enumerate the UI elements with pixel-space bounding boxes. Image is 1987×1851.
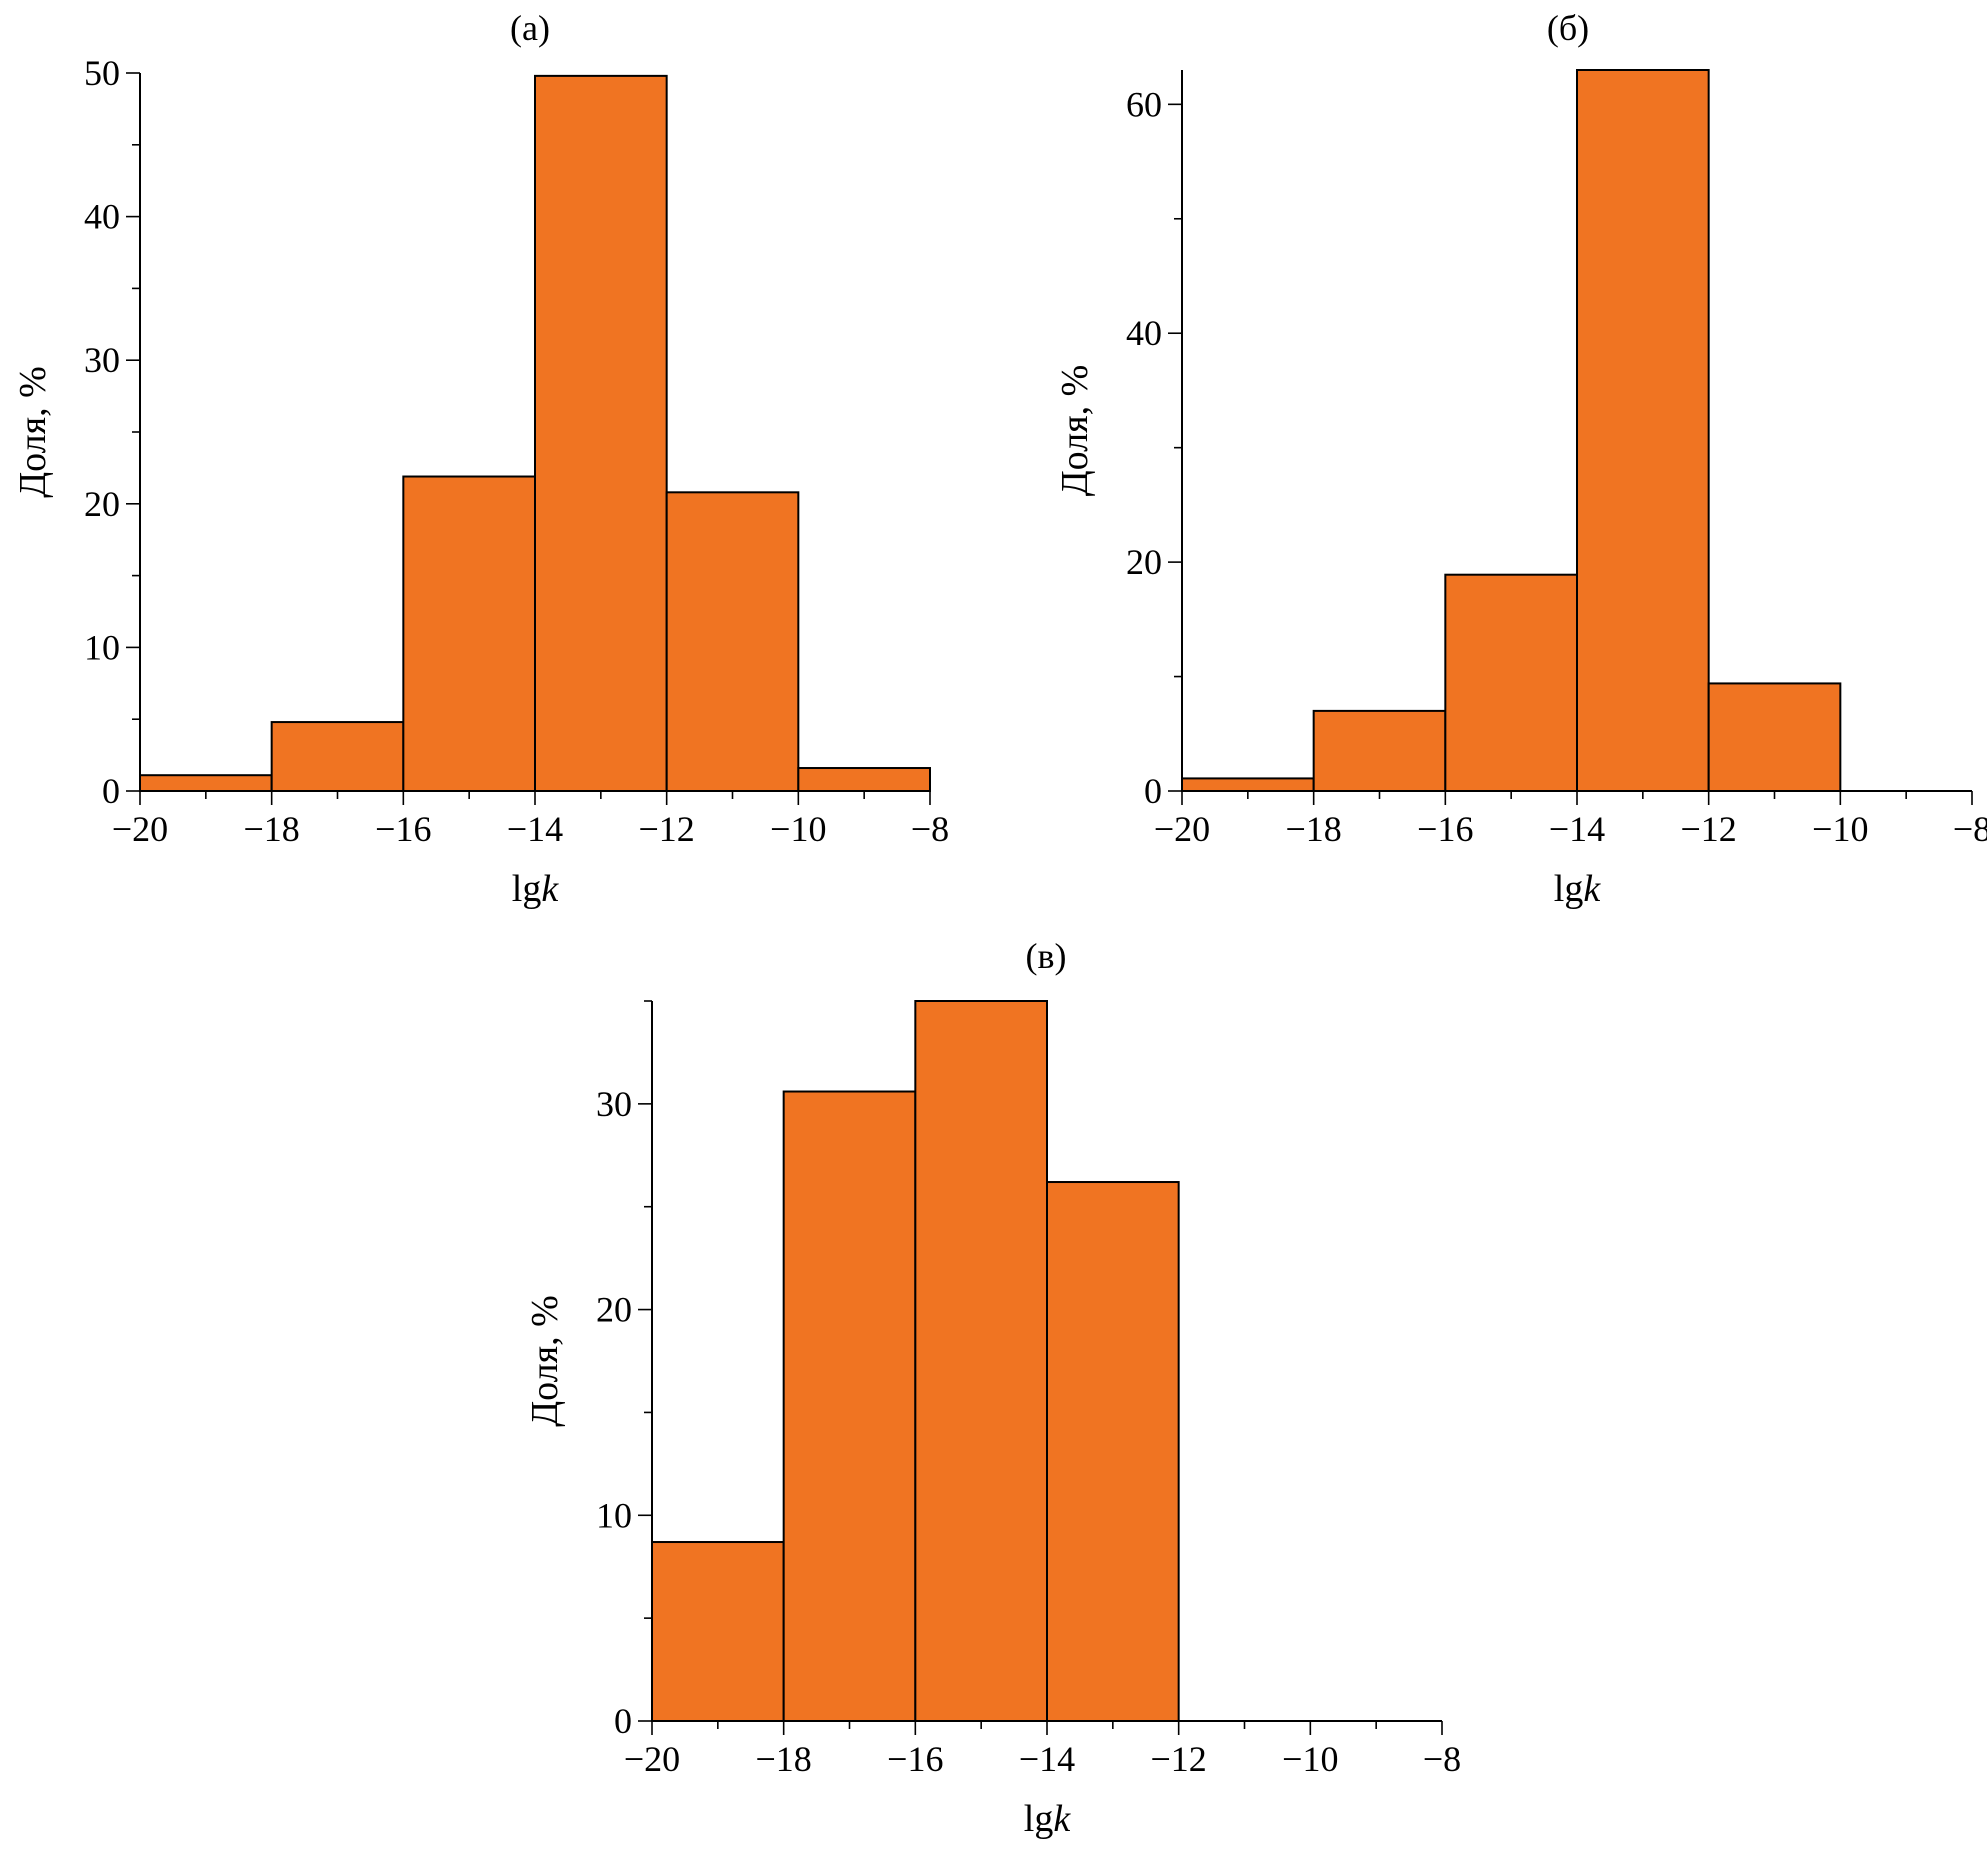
y-tick-label: 10 xyxy=(84,627,120,667)
y-tick-label: 30 xyxy=(84,340,120,380)
x-tick-label: −10 xyxy=(770,809,826,849)
x-tick-label: −10 xyxy=(1282,1739,1338,1779)
x-tick-label: −16 xyxy=(887,1739,943,1779)
histogram-bar xyxy=(665,491,800,792)
x-tick-label: −12 xyxy=(1681,809,1737,849)
x-tick-label: −10 xyxy=(1812,809,1868,849)
x-tick-label: −14 xyxy=(1549,809,1605,849)
y-tick-label: 50 xyxy=(84,53,120,93)
x-axis-label: lgk xyxy=(1024,1798,1072,1840)
x-tick-label: −20 xyxy=(624,1739,680,1779)
x-tick-label: −14 xyxy=(507,809,563,849)
x-tick-label: −20 xyxy=(1154,809,1210,849)
y-tick-label: 60 xyxy=(1126,84,1162,124)
histogram-bar xyxy=(914,1000,1048,1722)
panel-label: (б) xyxy=(1547,8,1589,48)
histogram-bar xyxy=(139,774,273,792)
x-tick-label: −18 xyxy=(244,809,300,849)
x-tick-label: −18 xyxy=(1286,809,1342,849)
y-tick-label: 40 xyxy=(1126,313,1162,353)
x-tick-label: −8 xyxy=(911,809,949,849)
x-axis-label: lgk xyxy=(512,868,560,910)
histogram-bar xyxy=(1576,69,1710,792)
x-tick-label: −18 xyxy=(756,1739,812,1779)
y-tick-label: 20 xyxy=(84,484,120,524)
x-tick-label: −16 xyxy=(375,809,431,849)
histogram-panel-a: (а) −20 −18 −16 −14 −12 −10 −8 0 10 20 30 40 50 lgk Дол… xyxy=(12,8,949,910)
y-axis-label: Доля, % xyxy=(12,366,54,498)
panel-label: (а) xyxy=(510,8,550,48)
histogram-bar xyxy=(782,1090,917,1722)
histogram-bar xyxy=(651,1541,785,1722)
y-tick-label: 0 xyxy=(102,771,120,811)
y-tick-label: 0 xyxy=(1144,771,1162,811)
histogram-panel-c: (в) −20 −18 −16 −14 −12 −10 −8 0 10 20 30 lgk Доля, % xyxy=(524,936,1461,1840)
histogram-bar xyxy=(1312,709,1447,793)
histogram-bar xyxy=(534,74,668,792)
histogram-bar xyxy=(402,475,537,792)
y-tick-label: 20 xyxy=(1126,542,1162,582)
histogram-bar xyxy=(1181,777,1315,793)
panel-label: (в) xyxy=(1026,936,1067,976)
histogram-bar xyxy=(1444,573,1579,793)
x-tick-label: −20 xyxy=(112,809,168,849)
x-tick-label: −8 xyxy=(1423,1739,1461,1779)
histogram-bar xyxy=(1707,682,1842,793)
x-axis-label: lgk xyxy=(1554,868,1602,910)
x-tick-label: −8 xyxy=(1953,809,1987,849)
y-axis-label: Доля, % xyxy=(1054,365,1096,497)
histogram-panel-b: (б) −20 −18 −16 −14 −12 −10 −8 0 20 40 60 lgk Доля, % xyxy=(1054,8,1987,910)
histogram-bar xyxy=(270,721,405,793)
x-tick-label: −12 xyxy=(639,809,695,849)
y-tick-label: 20 xyxy=(596,1290,632,1330)
y-axis-label: Доля, % xyxy=(524,1295,566,1427)
x-tick-label: −12 xyxy=(1151,1739,1207,1779)
x-tick-label: −16 xyxy=(1417,809,1473,849)
x-tick-label: −14 xyxy=(1019,1739,1075,1779)
y-tick-label: 0 xyxy=(614,1701,632,1741)
histogram-bar xyxy=(1046,1181,1180,1722)
y-tick-label: 10 xyxy=(596,1495,632,1535)
histogram-bar xyxy=(797,767,931,792)
y-tick-label: 30 xyxy=(596,1084,632,1124)
y-tick-label: 40 xyxy=(84,197,120,237)
